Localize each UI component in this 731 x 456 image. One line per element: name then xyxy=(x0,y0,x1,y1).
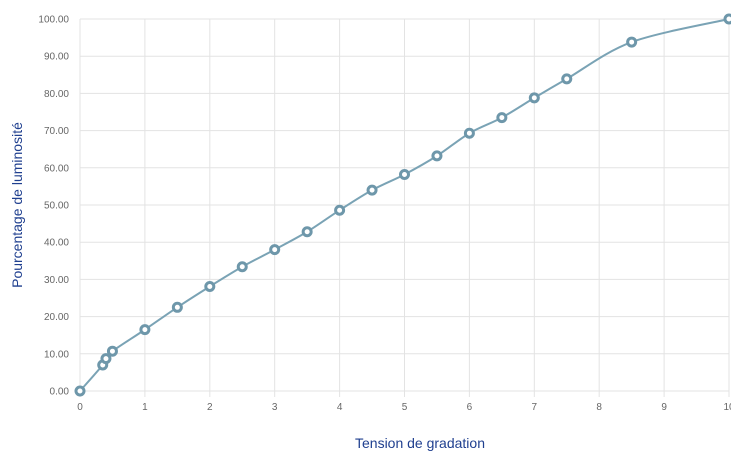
data-point[interactable] xyxy=(399,168,410,180)
data-point[interactable] xyxy=(626,36,638,48)
data-point[interactable] xyxy=(334,204,346,216)
y-tick-label: 80.00 xyxy=(44,89,69,100)
y-tick-label: 0.00 xyxy=(50,387,70,398)
x-tick-label: 3 xyxy=(272,402,278,413)
x-tick-label: 0 xyxy=(77,402,83,413)
data-point[interactable] xyxy=(496,112,508,124)
x-tick-label: 4 xyxy=(337,402,343,413)
y-tick-label: 20.00 xyxy=(44,312,69,323)
data-point[interactable] xyxy=(431,150,443,162)
y-tick-label: 60.00 xyxy=(44,163,69,174)
grid xyxy=(79,18,730,397)
x-tick-label: 10 xyxy=(723,402,731,413)
data-point[interactable] xyxy=(236,261,248,273)
series-0 xyxy=(74,13,731,397)
y-tick-label: 40.00 xyxy=(44,238,69,249)
x-tick-label: 2 xyxy=(207,402,213,413)
data-point[interactable] xyxy=(723,13,731,25)
y-axis-title: Pourcentage de luminosité xyxy=(9,122,25,288)
y-axis-ticks: 0.00 10.00 20.00 30.00 40.00 50.00 60.00 70.00 8… xyxy=(38,15,69,398)
y-tick-label: 90.00 xyxy=(44,52,69,63)
x-tick-label: 5 xyxy=(402,402,408,413)
data-point[interactable] xyxy=(74,385,86,397)
data-point[interactable] xyxy=(204,280,216,292)
x-tick-label: 7 xyxy=(532,402,538,413)
data-point[interactable] xyxy=(171,301,183,313)
data-point[interactable] xyxy=(106,345,118,357)
y-tick-label: 50.00 xyxy=(44,201,69,212)
data-point[interactable] xyxy=(528,92,540,104)
data-point[interactable] xyxy=(366,184,378,196)
y-tick-label: 100.00 xyxy=(38,15,69,26)
data-point[interactable] xyxy=(100,353,112,365)
x-axis-title: Tension de gradation xyxy=(355,435,485,451)
x-tick-label: 8 xyxy=(596,402,602,413)
data-point[interactable] xyxy=(463,127,475,139)
x-tick-label: 9 xyxy=(661,402,667,413)
y-tick-label: 10.00 xyxy=(44,349,69,360)
x-tick-label: 1 xyxy=(142,402,148,413)
y-tick-label: 70.00 xyxy=(44,126,69,137)
data-point[interactable] xyxy=(269,244,281,256)
x-tick-label: 6 xyxy=(467,402,473,413)
data-point[interactable] xyxy=(139,324,151,336)
data-point[interactable] xyxy=(301,226,313,238)
data-point[interactable] xyxy=(561,73,573,85)
x-axis-ticks: 0 1 2 3 4 5 6 7 8 9 10 xyxy=(77,402,731,413)
y-tick-label: 30.00 xyxy=(44,275,69,286)
